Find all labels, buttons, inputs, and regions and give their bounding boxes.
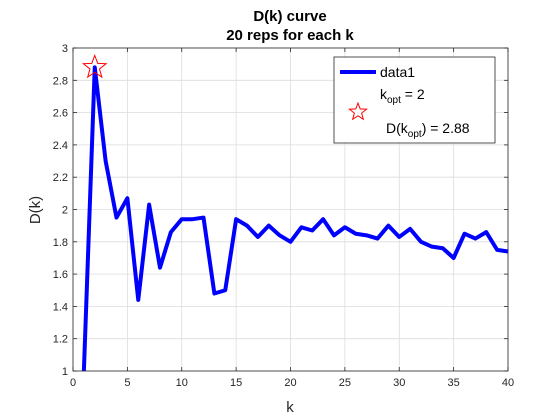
legend-series-label: data1 bbox=[380, 64, 415, 80]
y-axis-label: D(k) bbox=[27, 196, 44, 224]
legend-kopt-base: k bbox=[380, 86, 388, 102]
optimum-marker-group bbox=[81, 53, 108, 79]
legend-kopt-rest: = 2 bbox=[401, 86, 425, 102]
y-tick-label: 2.6 bbox=[53, 108, 68, 120]
y-tick-label: 2.8 bbox=[53, 75, 68, 87]
series-lines bbox=[81, 65, 509, 372]
legend-dopt-sub: opt bbox=[408, 129, 422, 140]
x-tick-label: 30 bbox=[393, 377, 405, 389]
x-tick-label: 20 bbox=[284, 377, 296, 389]
x-tick-label: 10 bbox=[176, 377, 188, 389]
series-line-data1 bbox=[81, 65, 509, 372]
chart-title-line-1: D(k) curve bbox=[253, 8, 326, 25]
x-tick-label: 35 bbox=[448, 377, 460, 389]
legend-star-icon bbox=[348, 101, 368, 121]
legend-star-swatch bbox=[348, 101, 368, 121]
legend-dopt-base: D(k bbox=[386, 120, 409, 136]
x-tick-label: 0 bbox=[70, 377, 76, 389]
y-tick-label: 2.4 bbox=[53, 140, 68, 152]
tick-marks bbox=[72, 47, 509, 372]
legend-dopt-rest: ) = 2.88 bbox=[422, 120, 470, 136]
legend: data1 kopt = 2 D(kopt) = 2.88 bbox=[333, 56, 496, 144]
x-axis-label: k bbox=[286, 399, 294, 416]
legend-kopt-sub: opt bbox=[387, 95, 401, 106]
y-tick-label: 1.4 bbox=[53, 301, 68, 313]
y-tick-label: 2 bbox=[62, 205, 68, 217]
x-tick-labels: 0 5 10 15 20 25 30 35 40 bbox=[70, 377, 514, 389]
legend-dopt-label: D(kopt) = 2.88 bbox=[386, 120, 470, 140]
legend-kopt-label: kopt = 2 bbox=[380, 86, 425, 106]
x-tick-label: 40 bbox=[502, 377, 514, 389]
chart-title-line-2: 20 reps for each k bbox=[226, 27, 354, 44]
y-tick-label: 1.2 bbox=[53, 334, 68, 346]
x-tick-label: 5 bbox=[124, 377, 130, 389]
x-tick-label: 25 bbox=[339, 377, 351, 389]
y-tick-label: 1.6 bbox=[53, 269, 68, 281]
y-tick-label: 1 bbox=[62, 366, 68, 378]
y-tick-label: 1.8 bbox=[53, 237, 68, 249]
y-tick-label: 2.2 bbox=[53, 172, 68, 184]
y-tick-labels: 1 1.2 1.4 1.6 1.8 2 2.2 2.4 2.6 2.8 3 bbox=[53, 43, 68, 378]
y-tick-label: 3 bbox=[62, 43, 68, 55]
x-tick-label: 15 bbox=[230, 377, 242, 389]
optimum-star-marker bbox=[81, 53, 108, 79]
